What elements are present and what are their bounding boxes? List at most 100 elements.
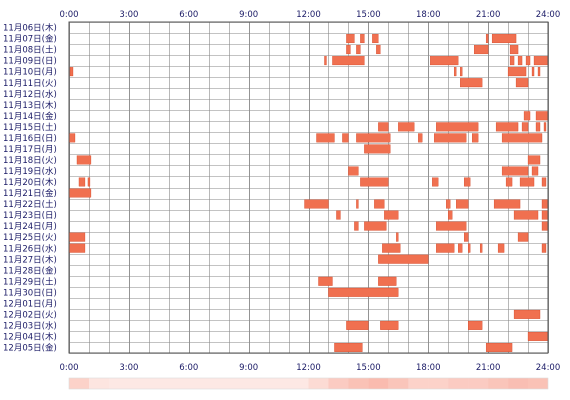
activity-bar — [372, 34, 379, 44]
density-strip-cell — [308, 378, 329, 389]
row-label: 11月14日(金) — [3, 111, 57, 122]
x-tick-label-top: 9:00 — [239, 10, 258, 20]
x-tick-label-top: 21:00 — [476, 10, 501, 20]
activity-bar — [304, 199, 329, 209]
activity-bar — [76, 155, 92, 165]
row-label: 11月19日(水) — [3, 166, 57, 177]
activity-bar — [396, 232, 399, 242]
row-label: 11月22日(土) — [3, 199, 57, 210]
x-tick-label-bottom: 3:00 — [119, 363, 138, 373]
x-tick-label-top: 24:00 — [536, 10, 561, 20]
activity-bar — [460, 67, 463, 77]
activity-bar — [485, 343, 513, 352]
row-label: 11月07日(金) — [3, 34, 57, 45]
activity-bar — [328, 287, 399, 297]
bars-layer — [68, 34, 549, 352]
x-tick-label-bottom: 9:00 — [239, 363, 258, 373]
x-tick-label-top: 15:00 — [356, 10, 381, 20]
activity-bar — [346, 320, 369, 330]
density-strip-cell — [448, 378, 469, 389]
activity-bar — [495, 122, 519, 132]
activity-bar — [334, 343, 363, 352]
activity-bar — [535, 111, 549, 121]
activity-bar — [491, 34, 517, 44]
row-label: 11月29日(土) — [3, 276, 57, 287]
activity-bar — [446, 199, 451, 209]
activity-bar — [507, 67, 527, 77]
density-strip-cell — [468, 378, 489, 389]
activity-bar — [87, 177, 91, 187]
activity-bar — [464, 177, 471, 187]
activity-bar — [523, 111, 531, 121]
activity-bar — [342, 133, 349, 143]
activity-bar — [356, 45, 361, 55]
activity-bar — [517, 56, 523, 66]
activity-bar — [324, 56, 327, 66]
activity-bar — [378, 254, 429, 264]
row-label: 11月21日(金) — [3, 188, 57, 199]
density-strip-cell — [388, 378, 409, 389]
activity-bar — [68, 232, 86, 242]
activity-bar — [364, 144, 391, 154]
activity-bar — [519, 177, 535, 187]
activity-bar — [513, 210, 539, 220]
activity-bar — [356, 199, 359, 209]
activity-bar — [360, 177, 389, 187]
activity-bar — [336, 210, 341, 220]
activity-bar — [474, 45, 489, 55]
activity-bar — [69, 67, 74, 77]
activity-bar — [436, 221, 467, 231]
row-label: 11月18日(火) — [3, 156, 57, 166]
activity-bar — [356, 133, 391, 143]
activity-bar — [527, 331, 549, 341]
activity-bar — [346, 34, 355, 44]
x-tick-label-bottom: 24:00 — [536, 363, 561, 373]
activity-bar — [521, 122, 529, 132]
activity-bar — [493, 199, 521, 209]
activity-bar — [541, 243, 547, 253]
activity-bar — [318, 276, 333, 286]
x-tick-label-bottom: 15:00 — [356, 363, 381, 373]
x-tick-label-bottom: 21:00 — [476, 363, 501, 373]
activity-bar — [348, 166, 359, 176]
activity-bar — [531, 67, 535, 77]
activity-bar — [382, 243, 401, 253]
activity-bar — [541, 221, 549, 231]
activity-bar — [68, 243, 86, 253]
activity-bar — [464, 232, 469, 242]
activity-bar — [384, 210, 399, 220]
activity-bar — [430, 56, 459, 66]
activity-bar — [501, 166, 529, 176]
row-label: 11月15日(土) — [3, 122, 57, 133]
density-strip-cell — [348, 378, 369, 389]
activity-bar — [418, 133, 423, 143]
x-tick-label-top: 3:00 — [119, 10, 138, 20]
x-tick-label-top: 12:00 — [296, 10, 321, 20]
row-label: 11月30日(日) — [3, 288, 57, 298]
activity-bar — [332, 56, 365, 66]
x-tick-label-top: 6:00 — [179, 10, 198, 20]
activity-bar — [472, 133, 479, 143]
row-label: 11月24日(月) — [3, 222, 57, 232]
plot-border — [68, 21, 549, 354]
row-label: 11月17日(月) — [3, 145, 57, 155]
row-label: 12月05日(金) — [3, 343, 57, 354]
activity-bar — [458, 243, 463, 253]
x-tick-labels-top: 0:00 3:00 6:00 9:00 12:00 15:00 18:00 21:00 24:0… — [59, 10, 560, 20]
row-labels: 11月06日(木)11月07日(金)11月08日(土)11月09日(日)11月1… — [3, 23, 57, 354]
x-tick-labels-bottom: 0:00 3:00 6:00 9:00 12:00 15:00 18:00 21:00 24:0… — [59, 363, 560, 373]
activity-bar — [525, 56, 531, 66]
x-tick-label-bottom: 0:00 — [59, 363, 78, 373]
density-strip-border — [68, 377, 549, 390]
activity-bar — [468, 243, 471, 253]
density-strip-cell — [528, 378, 548, 389]
activity-bar — [537, 67, 541, 77]
row-label: 12月01日(月) — [3, 299, 57, 309]
activity-bar — [535, 122, 541, 132]
row-label: 11月10日(月) — [3, 68, 57, 78]
activity-bar — [479, 243, 483, 253]
row-label: 12月03日(水) — [3, 321, 57, 332]
density-strip-cell — [368, 378, 389, 389]
activity-bar — [78, 177, 86, 187]
activity-bar — [380, 320, 399, 330]
